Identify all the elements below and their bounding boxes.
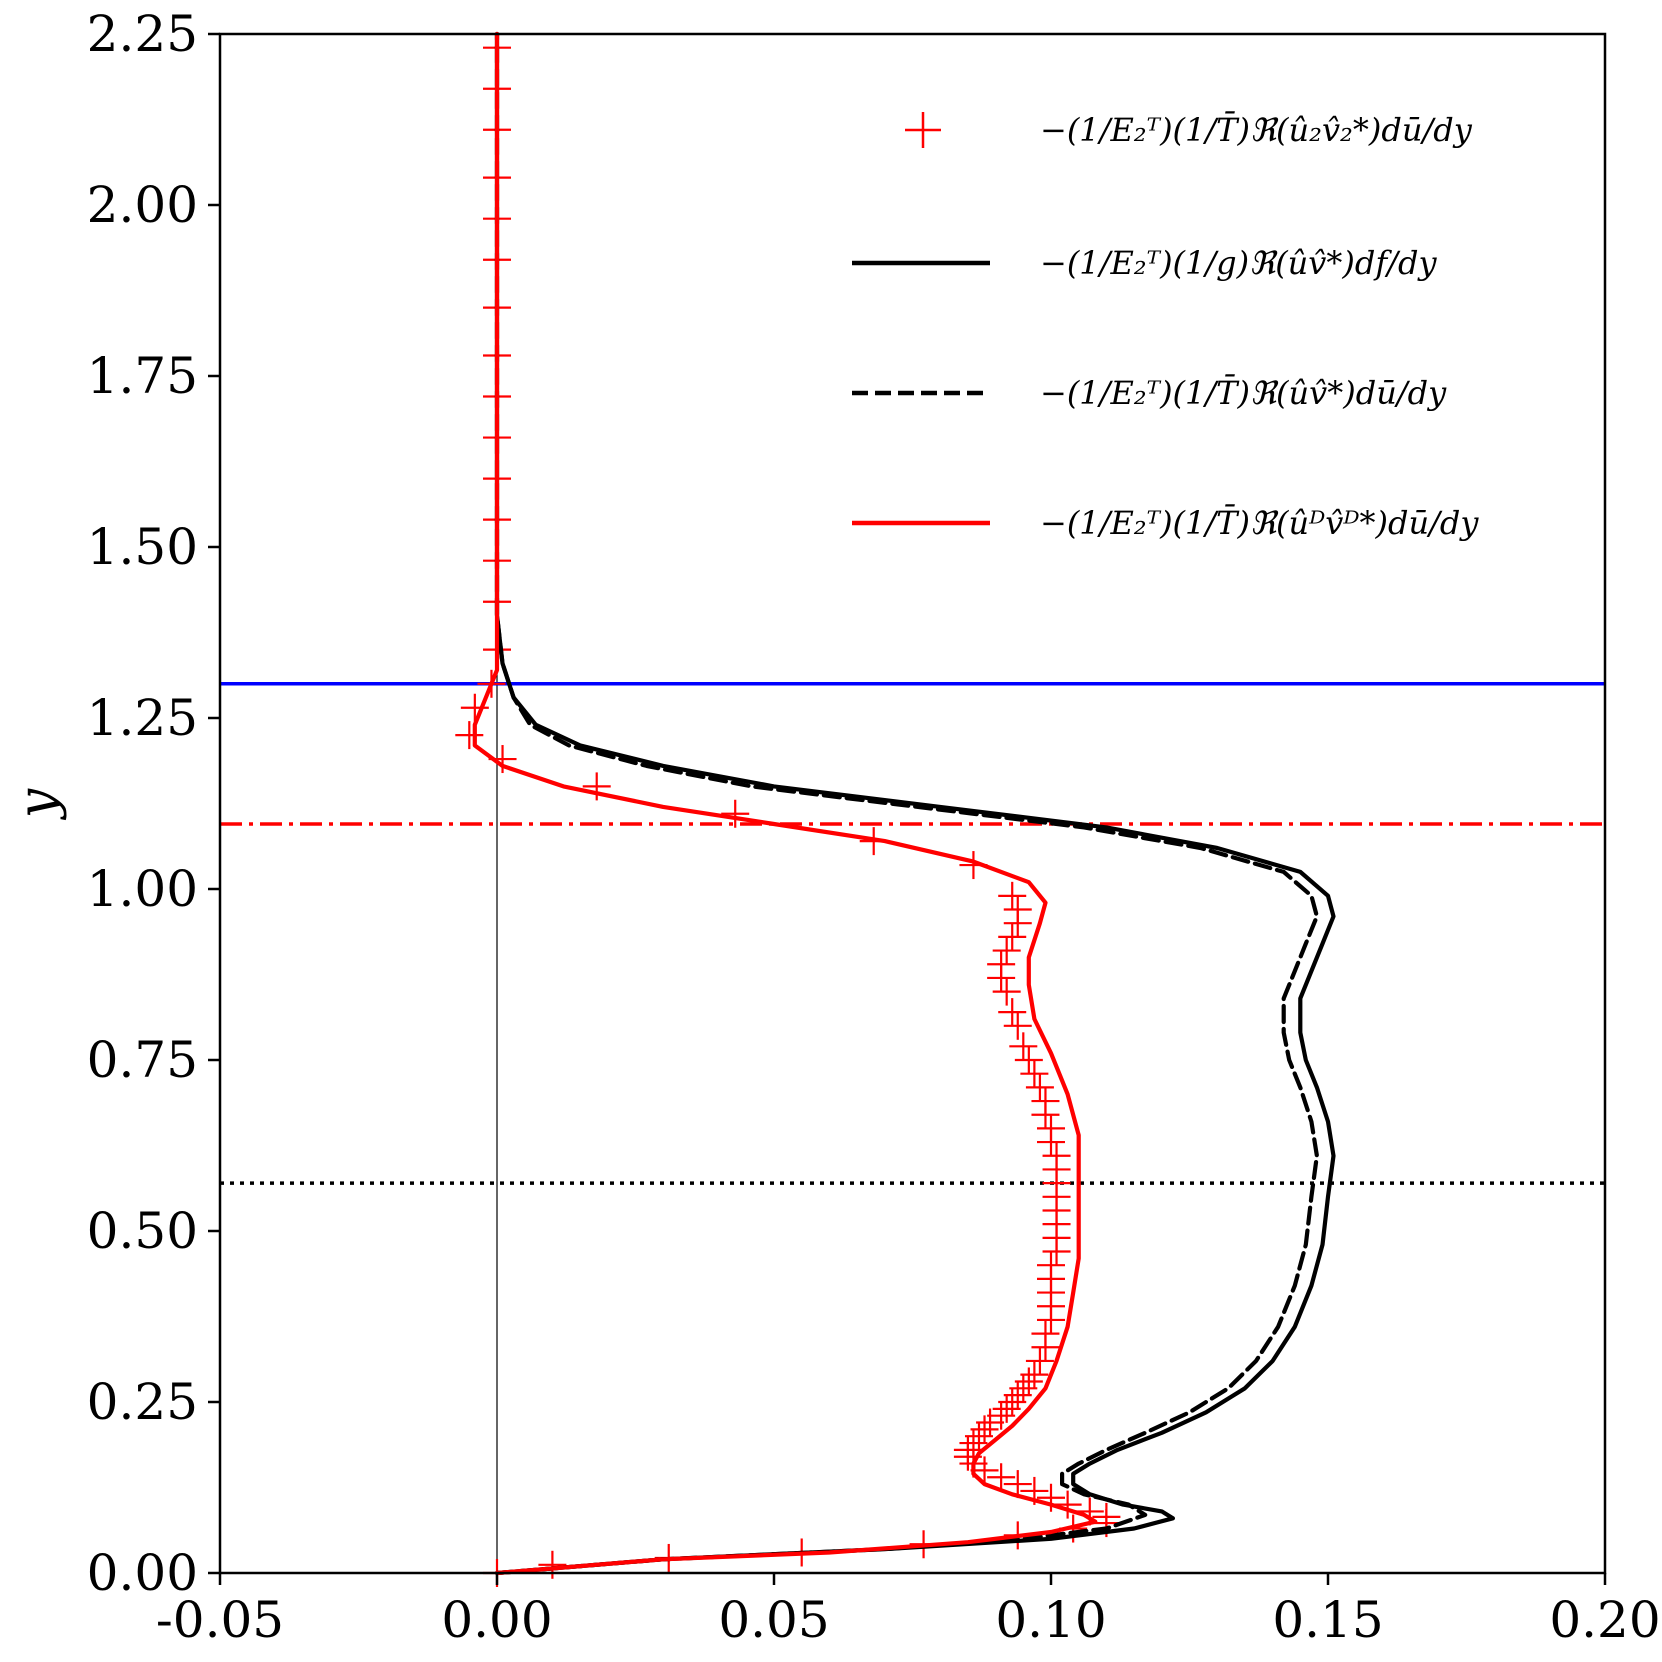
y-tick-label: 1.00 — [87, 860, 198, 918]
legend-label-2: −(1/E₂ᵀ)(1/g)ℜ(ûv̂*)df/dy — [1040, 244, 1437, 282]
data-point — [992, 936, 1021, 965]
series-layer — [455, 31, 1336, 1587]
legend-label-1: −(1/E₂ᵀ)(1/T̄)ℜ(û₂v̂₂*)dū/dy — [1040, 111, 1473, 149]
x-tick-label: 0.00 — [441, 1591, 552, 1649]
data-point — [455, 721, 484, 750]
data-point — [1042, 1141, 1071, 1170]
data-point — [538, 1550, 567, 1579]
data-point — [964, 1422, 993, 1451]
data-point — [1053, 1490, 1082, 1519]
series-line-3 — [494, 31, 1319, 1576]
x-tick-label: 0.20 — [1549, 1591, 1660, 1649]
data-point — [1037, 1114, 1065, 1143]
data-point — [1037, 1251, 1065, 1280]
data-point — [1037, 1483, 1065, 1512]
legend: −(1/E₂ᵀ)(1/T̄)ℜ(û₂v̂₂*)dū/dy −(1/E₂ᵀ)(1/… — [852, 111, 1479, 542]
data-point — [987, 1463, 1016, 1492]
data-point — [976, 1408, 1005, 1437]
x-axis: -0.05 0.00 0.05 0.10 0.15 0.20 — [156, 1573, 1661, 1649]
data-point — [1092, 1502, 1121, 1531]
reference-lines — [220, 34, 1605, 1573]
data-point — [1003, 1011, 1032, 1040]
plot-frame — [218, 32, 1607, 1575]
y-tick-label: 0.00 — [87, 1544, 198, 1602]
x-tick-label: 0.05 — [718, 1591, 829, 1649]
y-tick-label: 1.50 — [87, 518, 198, 576]
y-tick-label: 2.25 — [87, 5, 198, 63]
data-point — [998, 998, 1027, 1027]
y-tick-label: 1.75 — [87, 347, 198, 405]
data-point — [460, 693, 489, 722]
series-3 — [494, 31, 1319, 1576]
data-point — [987, 950, 1016, 979]
data-point — [992, 977, 1021, 1006]
data-point — [998, 1388, 1027, 1416]
series-line-4 — [472, 31, 1098, 1576]
data-point — [998, 881, 1027, 910]
series-1 — [455, 33, 1121, 1587]
legend-entry-2: −(1/E₂ᵀ)(1/g)ℜ(ûv̂*)df/dy — [852, 244, 1437, 282]
legend-entry-1: −(1/E₂ᵀ)(1/T̄)ℜ(û₂v̂₂*)dū/dy — [905, 111, 1473, 149]
legend-entry-3: −(1/E₂ᵀ)(1/T̄)ℜ(ûv̂*)dū/dy — [852, 374, 1447, 412]
data-point — [1003, 1470, 1032, 1499]
data-point — [953, 1435, 982, 1464]
data-point — [1031, 1087, 1060, 1116]
y-axis: 0.00 0.25 0.50 0.75 1.00 1.25 1.50 1.75 2.00 2.25 — [87, 5, 220, 1602]
data-point — [959, 1429, 988, 1458]
y-axis-label: y — [8, 788, 68, 820]
x-tick-label: -0.05 — [156, 1591, 284, 1649]
series-4 — [472, 31, 1098, 1576]
data-point — [1020, 1360, 1049, 1389]
data-point — [1003, 1381, 1032, 1410]
data-point — [1020, 1059, 1049, 1088]
data-point — [1003, 895, 1032, 924]
data-point — [721, 799, 750, 828]
data-point — [1031, 1319, 1060, 1348]
x-tick-label: 0.15 — [1272, 1591, 1383, 1649]
data-point — [992, 1394, 1021, 1423]
y-tick-label: 2.00 — [87, 176, 198, 234]
legend-label-4: −(1/E₂ᵀ)(1/T̄)ℜ(ûᴰv̂ᴰ*)dū/dy — [1040, 504, 1479, 542]
data-point — [1014, 1046, 1043, 1074]
x-tick-label: 0.10 — [995, 1591, 1106, 1649]
data-point — [1025, 1073, 1054, 1102]
data-point — [1014, 1367, 1043, 1396]
data-point — [1009, 1374, 1038, 1403]
y-tick-label: 0.75 — [87, 1031, 198, 1089]
y-tick-label: 0.50 — [87, 1202, 198, 1260]
data-point — [582, 772, 611, 801]
legend-marker-1 — [905, 112, 941, 148]
y-tick-label: 1.25 — [87, 689, 198, 747]
data-point — [998, 922, 1027, 951]
y-tick-label: 0.25 — [87, 1373, 198, 1431]
legend-label-3: −(1/E₂ᵀ)(1/T̄)ℜ(ûv̂*)dū/dy — [1040, 374, 1447, 412]
data-point — [1025, 1346, 1054, 1375]
data-point — [987, 1401, 1016, 1430]
data-point — [1009, 1032, 1038, 1061]
legend-entry-4: −(1/E₂ᵀ)(1/T̄)ℜ(ûᴰv̂ᴰ*)dū/dy — [852, 504, 1479, 542]
data-point — [970, 1415, 999, 1444]
